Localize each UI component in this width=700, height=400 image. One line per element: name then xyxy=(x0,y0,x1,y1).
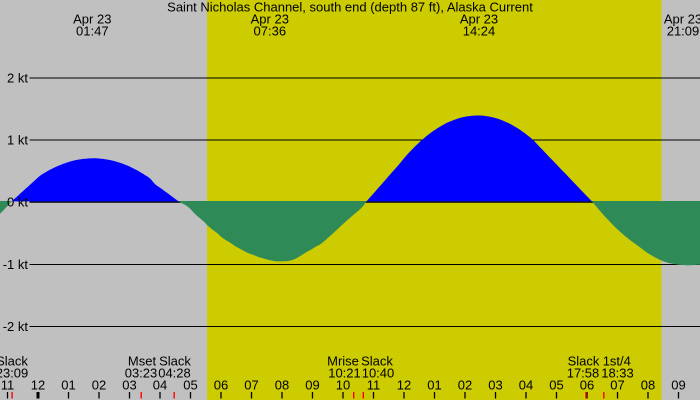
svg-text:03:23: 03:23 xyxy=(125,366,158,381)
svg-text:14:24: 14:24 xyxy=(463,24,496,39)
svg-text:Slack: Slack xyxy=(568,354,600,369)
svg-text:17:58: 17:58 xyxy=(567,366,600,381)
svg-text:Slack: Slack xyxy=(159,354,191,369)
svg-text:Slack: Slack xyxy=(361,354,393,369)
svg-text:09: 09 xyxy=(305,377,319,392)
svg-text:03: 03 xyxy=(122,377,136,392)
svg-text:23:09: 23:09 xyxy=(0,366,28,381)
svg-text:12: 12 xyxy=(397,377,411,392)
svg-text:07: 07 xyxy=(610,377,624,392)
svg-text:04: 04 xyxy=(519,377,533,392)
svg-text:07:36: 07:36 xyxy=(254,24,287,39)
svg-text:Slack: Slack xyxy=(0,354,28,369)
svg-text:Mset: Mset xyxy=(128,354,157,369)
svg-text:2 kt: 2 kt xyxy=(7,70,28,85)
svg-text:01:47: 01:47 xyxy=(76,24,109,39)
svg-text:11: 11 xyxy=(367,377,381,392)
svg-text:0 kt: 0 kt xyxy=(7,194,28,209)
svg-text:02: 02 xyxy=(458,377,472,392)
svg-text:10: 10 xyxy=(336,377,350,392)
svg-text:-1 kt: -1 kt xyxy=(3,257,29,272)
svg-text:01: 01 xyxy=(427,377,441,392)
svg-text:11: 11 xyxy=(1,377,15,392)
svg-text:Apr 23: Apr 23 xyxy=(251,12,289,27)
svg-text:04:28: 04:28 xyxy=(158,366,191,381)
svg-text:Apr 23: Apr 23 xyxy=(664,12,700,27)
svg-text:21:09: 21:09 xyxy=(667,24,700,39)
svg-text:10:40: 10:40 xyxy=(362,366,395,381)
svg-text:Apr 23: Apr 23 xyxy=(460,12,498,27)
svg-text:02: 02 xyxy=(92,377,106,392)
svg-text:1 kt: 1 kt xyxy=(7,132,28,147)
svg-text:Mrise: Mrise xyxy=(327,354,359,369)
svg-text:04: 04 xyxy=(153,377,167,392)
svg-text:1st/4: 1st/4 xyxy=(603,354,631,369)
svg-text:03: 03 xyxy=(488,377,502,392)
svg-text:06: 06 xyxy=(214,377,228,392)
svg-text:10:21: 10:21 xyxy=(328,366,361,381)
svg-text:-2 kt: -2 kt xyxy=(3,319,29,334)
svg-text:07: 07 xyxy=(244,377,258,392)
svg-text:01: 01 xyxy=(61,377,75,392)
svg-text:06: 06 xyxy=(580,377,594,392)
svg-text:08: 08 xyxy=(275,377,289,392)
svg-text:12: 12 xyxy=(31,377,45,392)
svg-text:05: 05 xyxy=(183,377,197,392)
svg-text:09: 09 xyxy=(671,377,685,392)
svg-text:18:33: 18:33 xyxy=(601,366,634,381)
svg-text:08: 08 xyxy=(641,377,655,392)
svg-text:05: 05 xyxy=(549,377,563,392)
svg-text:Saint Nicholas Channel, south: Saint Nicholas Channel, south end (depth… xyxy=(167,0,533,15)
svg-text:Apr 23: Apr 23 xyxy=(73,12,111,27)
